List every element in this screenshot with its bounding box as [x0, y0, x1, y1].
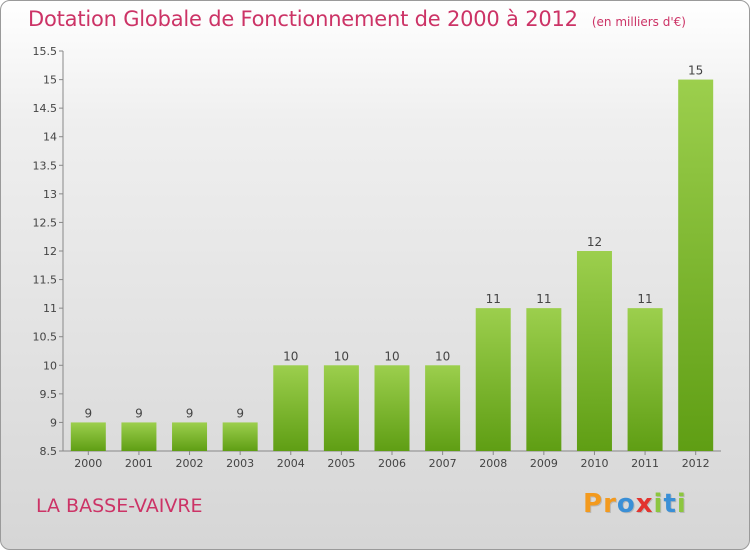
- proxiti-logo: Proxiti: [583, 489, 687, 519]
- bar: [425, 365, 461, 451]
- axes: 8.5 9 9.5 10 10.5 11 11.5 12 12.5 13 13.5 14 14.5 15 1…: [33, 45, 721, 458]
- bar-value-label: 9: [186, 406, 194, 420]
- bar: [273, 365, 309, 451]
- bar-value-label: 11: [637, 292, 652, 306]
- bar: [323, 365, 359, 451]
- logo-letter: i: [653, 489, 664, 519]
- x-tick-label: 2001: [125, 457, 153, 470]
- y-tick-label: 12.5: [33, 216, 58, 229]
- x-tick-label: 2004: [277, 457, 305, 470]
- y-tick-label: 10.5: [33, 331, 58, 344]
- logo-letter: t: [663, 489, 677, 519]
- bar-value-label: 10: [334, 349, 349, 363]
- y-tick-label: 9: [50, 416, 57, 429]
- x-tick-label: 2009: [530, 457, 558, 470]
- x-tick-label: 2012: [682, 457, 710, 470]
- bar-value-label: 9: [236, 406, 244, 420]
- chart-unit: (en milliers d'€): [591, 15, 686, 29]
- y-tick-label: 14: [43, 131, 57, 144]
- logo-letter: o: [616, 489, 636, 519]
- bar: [374, 365, 410, 451]
- logo-letter: P: [583, 489, 604, 519]
- bar-value-label: 11: [536, 292, 551, 306]
- chart-title: Dotation Globale de Fonctionnement de 20…: [28, 7, 578, 31]
- x-tick-label: 2008: [479, 457, 507, 470]
- y-tick-label: 13.5: [33, 159, 58, 172]
- bar-value-label: 10: [435, 349, 450, 363]
- logo-letter: x: [635, 489, 654, 519]
- bar-value-label: 12: [587, 235, 602, 249]
- bar-value-label: 11: [486, 292, 501, 306]
- bar-value-label: 9: [135, 406, 143, 420]
- x-tick-label: 2006: [378, 457, 406, 470]
- x-tick-label: 2003: [226, 457, 254, 470]
- labels: 9 2000 9 2001 9 2002 9 2003 10 2004 10 2005 10 2006 10…: [74, 64, 709, 470]
- bars: [70, 79, 714, 452]
- x-tick-label: 2005: [327, 457, 355, 470]
- x-tick-label: 2007: [429, 457, 457, 470]
- logo-letter: i: [676, 489, 687, 519]
- bar-value-label: 10: [384, 349, 399, 363]
- bar: [70, 422, 106, 451]
- y-tick-label: 10: [43, 359, 57, 372]
- bar-value-label: 10: [283, 349, 298, 363]
- y-tick-label: 11.5: [33, 274, 58, 287]
- bar: [627, 308, 663, 451]
- bar: [121, 422, 157, 451]
- y-tick-label: 13: [43, 188, 57, 201]
- y-tick-label: 14.5: [33, 102, 58, 115]
- x-tick-label: 2011: [631, 457, 659, 470]
- bar: [576, 251, 612, 451]
- commune-name: LA BASSE-VAIVRE: [36, 495, 203, 517]
- bar-value-label: 9: [84, 406, 92, 420]
- y-tick-label: 11: [43, 302, 57, 315]
- y-tick-label: 12: [43, 245, 57, 258]
- chart-title-block: Dotation Globale de Fonctionnement de 20…: [28, 7, 686, 31]
- y-tick-label: 15: [43, 74, 57, 87]
- logo-letter: r: [603, 489, 617, 519]
- bar: [172, 422, 208, 451]
- y-tick-label: 9.5: [40, 388, 58, 401]
- bar: [678, 79, 714, 452]
- x-tick-label: 2000: [74, 457, 102, 470]
- y-tick-label: 8.5: [40, 445, 58, 458]
- x-tick-label: 2010: [580, 457, 608, 470]
- x-tick-label: 2002: [176, 457, 204, 470]
- bar-value-label: 15: [688, 64, 703, 78]
- bar: [222, 422, 258, 451]
- bar: [526, 308, 562, 451]
- bar: [475, 308, 511, 451]
- y-tick-label: 15.5: [33, 45, 58, 58]
